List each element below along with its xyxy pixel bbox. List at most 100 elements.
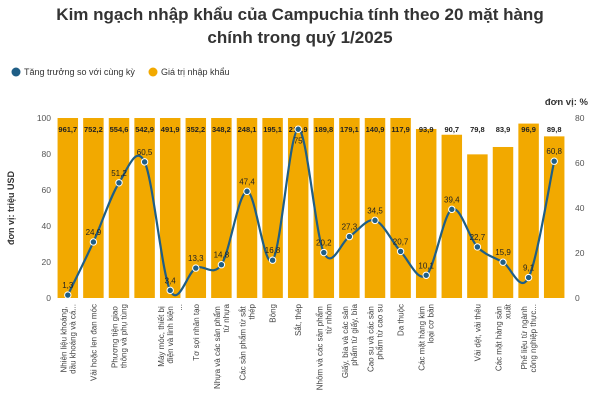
x-tick-label: Phế liệu từ ngành công nghiệp thực... (520, 304, 538, 373)
line-value-label: 27,3 (342, 223, 358, 232)
bar-value-label: 752,2 (84, 125, 103, 134)
bar-value-label: 248,1 (238, 125, 257, 134)
x-tick-label: Da thuộc (397, 304, 406, 336)
y2-tick-label: 60 (575, 158, 585, 168)
y-tick-label: 20 (42, 257, 52, 267)
bar-value-label: 117,9 (391, 125, 409, 134)
line-value-label: 15,9 (495, 248, 511, 257)
line-point (268, 256, 277, 264)
y-tick-label: 100 (37, 113, 51, 123)
bar (518, 123, 539, 298)
line-point (166, 286, 174, 295)
bar-value-label: 189,8 (314, 125, 333, 134)
bar (57, 118, 79, 298)
x-tick-label: Các sản phẩm từ sắt thép (239, 303, 257, 380)
x-tick-label: Vải dệt, vải thêu (473, 304, 482, 361)
bar (492, 146, 514, 298)
bar (364, 118, 386, 298)
line-point (89, 238, 98, 246)
line-value-label: 1,3 (62, 281, 74, 290)
line-value-label: 39,4 (444, 195, 460, 204)
line-point (524, 273, 533, 282)
line-value-label: 10,1 (418, 261, 434, 270)
bar-value-label: 89,8 (547, 125, 562, 134)
line-point (550, 157, 558, 165)
x-tick-label: Máy móc, thiết bị điện và linh kiện ... (157, 304, 184, 367)
bar (262, 118, 283, 298)
line-point (294, 125, 302, 133)
bar-value-label: 140,9 (366, 125, 385, 134)
line-point (64, 291, 72, 299)
bar (236, 118, 258, 298)
x-tick-label: Bông (269, 304, 278, 323)
line-point (192, 264, 200, 272)
line-point (217, 261, 226, 269)
bar-value-label: 352,2 (186, 125, 205, 134)
legend-label: Tăng trưởng so với cùng kỳ (24, 67, 135, 77)
line-point (473, 243, 482, 251)
x-tick-label: Giấy, bìa và các sản phẩm từ giấy, bìa (341, 303, 359, 378)
x-tick-label: Các mặt hàng kim loại cơ bản (418, 304, 436, 371)
x-tick-label: Vải hoặc len đan móc (89, 304, 98, 381)
line-point (243, 187, 251, 196)
line-value-label: 60,8 (546, 147, 562, 156)
bar (313, 118, 335, 298)
y2-tick-label: 40 (575, 203, 585, 213)
line-value-label: 75 (294, 136, 303, 145)
x-tick-label: Nhôm và các sản phẩm từ nhôm (315, 304, 333, 391)
line-value-label: 34,5 (367, 206, 383, 215)
line-value-label: 20,2 (316, 239, 332, 248)
line-value-label: 14,8 (214, 251, 230, 260)
x-tick-label: Các mặt hàng sản xuất (495, 303, 513, 371)
line-value-label: 16,8 (265, 246, 281, 255)
legend-swatch (148, 67, 158, 77)
line-value-label: 20,7 (393, 237, 409, 246)
bar (159, 118, 181, 298)
bar (390, 118, 411, 298)
y2-tick-label: 0 (575, 293, 580, 303)
legend-swatch (11, 67, 21, 77)
chart-title: Kim ngạch nhập khẩu của Campuchia tính t… (56, 5, 543, 24)
legend-label: Giá trị nhập khẩu (161, 67, 230, 77)
bar-value-label: 554,6 (110, 125, 129, 134)
bar-value-label: 491,9 (161, 125, 180, 134)
bar-value-label: 348,2 (212, 125, 231, 134)
bar (134, 118, 155, 298)
bar (339, 118, 360, 298)
bar-value-label: 542,9 (135, 125, 154, 134)
bar-value-label: 93,9 (419, 125, 434, 134)
y-axis-label: đơn vị: triệu USD (6, 171, 16, 245)
x-tick-label: Cao su và các sản phẩm từ cao su (367, 304, 385, 372)
y2-axis-label: đơn vị: % (545, 97, 589, 108)
line-point (371, 216, 379, 225)
y-tick-label: 40 (42, 221, 52, 231)
line-point (345, 232, 354, 241)
bar (83, 118, 104, 298)
bar (543, 136, 565, 298)
line-point (448, 205, 456, 214)
line-point (499, 258, 507, 266)
y2-tick-label: 80 (575, 113, 585, 123)
bar (441, 134, 463, 298)
y-tick-label: 0 (46, 293, 51, 303)
line-point (140, 158, 149, 166)
bar (108, 118, 130, 298)
line-point (115, 179, 123, 187)
line-value-label: 13,3 (188, 254, 204, 263)
bar (415, 128, 437, 298)
line-value-label: 47,4 (239, 177, 255, 186)
plot-area (57, 118, 565, 298)
y-tick-label: 60 (42, 185, 52, 195)
bar (467, 154, 488, 298)
x-tick-label: Nhiên liệu khoáng, dầu khoáng và cá... (59, 304, 77, 374)
line-point (396, 247, 405, 256)
line-value-label: 24,9 (86, 228, 102, 237)
x-tick-label: Phương tiện giao thông và phụ tùng (111, 304, 129, 368)
bar-value-label: 195,1 (263, 125, 282, 134)
x-tick-label: Nhựa và các sản phẩm từ nhựa (213, 303, 231, 388)
bar-value-label: 79,8 (470, 125, 485, 134)
line-value-label: 22,7 (470, 233, 486, 242)
x-tick-label: Sắt, thép (294, 303, 303, 336)
